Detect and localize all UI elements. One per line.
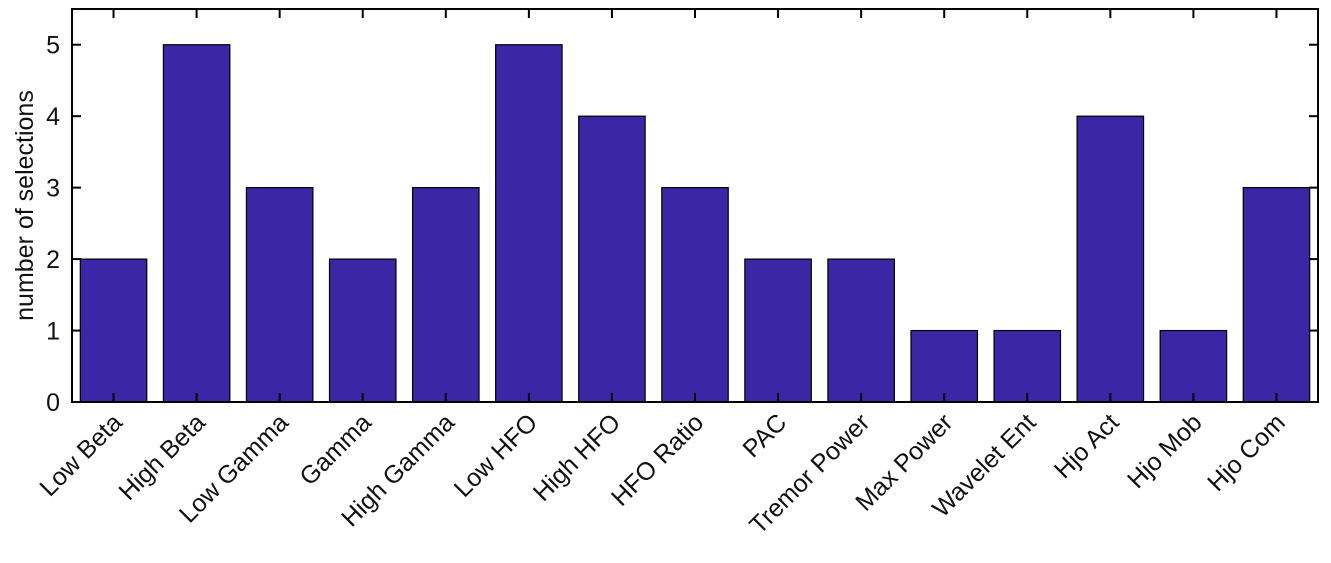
bar — [910, 329, 979, 403]
bar — [661, 187, 729, 403]
y-tick-label: 2 — [46, 246, 60, 274]
y-tick-label: 3 — [46, 175, 60, 203]
y-axis-ticks: 0 1 2 3 4 5 — [46, 32, 1318, 417]
bar — [1076, 115, 1145, 403]
y-tick-label: 5 — [46, 32, 60, 60]
bar — [162, 44, 231, 403]
y-tick-label: 0 — [46, 389, 60, 417]
bar — [993, 329, 1062, 403]
x-tick-label: Gamma — [294, 408, 377, 491]
bar — [1159, 329, 1228, 403]
x-tick-label: Hjo Mob — [1122, 408, 1208, 494]
bars-group — [79, 44, 1311, 403]
bar — [411, 187, 480, 403]
bar — [328, 258, 397, 403]
bar — [744, 258, 812, 403]
y-tick-label: 1 — [46, 318, 60, 346]
bar — [578, 115, 646, 403]
x-tick-label: Hjo Act — [1049, 408, 1125, 484]
bar — [827, 258, 895, 403]
bar — [245, 187, 314, 403]
bar — [1242, 187, 1311, 403]
y-axis-label: number of selections — [11, 90, 39, 321]
y-tick-label: 4 — [46, 103, 60, 131]
x-tick-label: Hjo Com — [1202, 408, 1291, 497]
bar — [79, 258, 148, 403]
x-tick-label: PAC — [737, 408, 792, 463]
bar — [495, 44, 563, 403]
x-tick-label: Low Beta — [34, 408, 128, 502]
